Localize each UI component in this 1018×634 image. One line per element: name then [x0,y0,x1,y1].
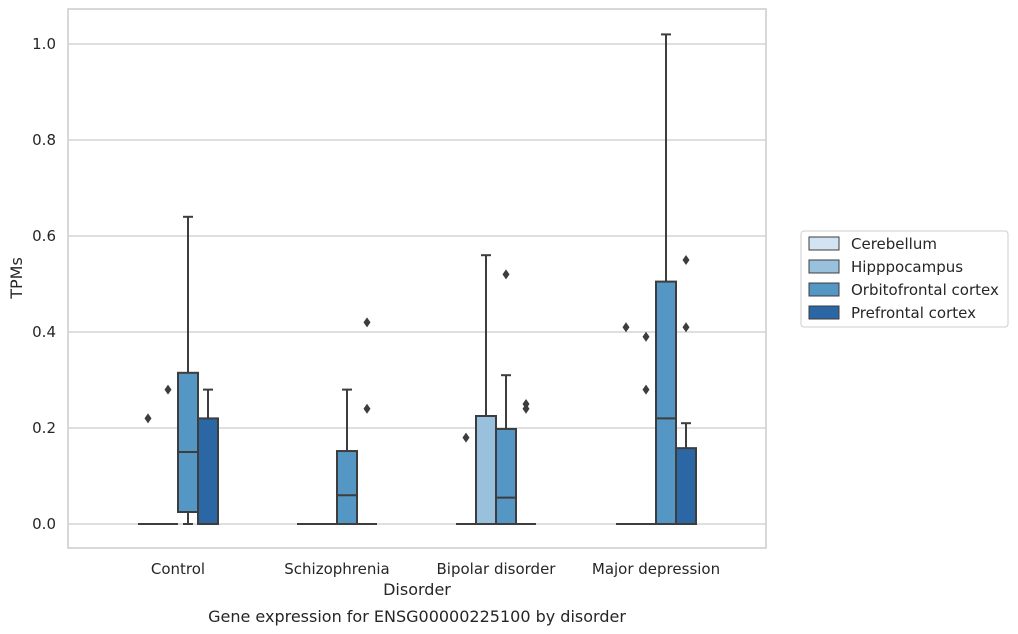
outlier-point [462,432,470,443]
legend-label: Orbitofrontal cortex [851,281,999,299]
y-tick-label: 0.4 [32,323,56,341]
box-body [655,280,677,525]
y-tick-label: 0.2 [32,419,56,437]
legend: Cerebellum Hipppocampus Orbitofrontal cort… [800,230,1009,328]
x-tick-label: Major depression [592,560,720,578]
box-orbitofrontal-cortex [336,388,358,526]
box-orbitofrontal-cortex [177,215,199,525]
box-hipppocampus [158,384,178,525]
outlier-point [363,403,371,414]
y-tick-label: 0.8 [32,131,56,149]
x-tick-label: Schizophrenia [284,560,389,578]
outlier-point [502,269,510,280]
legend-label: Hipppocampus [851,258,963,276]
outlier-point [144,413,152,424]
y-tick-label: 0.6 [32,227,56,245]
x-tick-labels: Control Schizophrenia Bipolar disorder Majo… [151,560,720,578]
x-tick-label: Bipolar disorder [437,560,557,578]
legend-swatch [808,259,840,274]
box-hipppocampus [636,331,656,525]
box-body [675,447,697,525]
chart-title: Gene expression for ENSG00000225100 by d… [208,607,626,626]
outlier-point [522,403,530,414]
box-body [475,415,497,525]
y-tick-labels: 0.0 0.2 0.4 0.6 0.8 1.0 [32,35,56,533]
box-body [197,417,219,525]
plot-frame [67,8,767,549]
box-prefrontal-cortex [516,399,536,525]
box-orbitofrontal-cortex [655,33,677,525]
box-prefrontal-cortex [675,255,697,525]
box-body [336,450,358,526]
legend-label: Prefrontal cortex [851,304,976,322]
outlier-point [622,322,630,333]
box-body [495,427,517,525]
legend-frame [800,230,1009,328]
y-tick-label: 0.0 [32,515,56,533]
y-tick-label: 1.0 [32,35,56,53]
legend-swatch [808,305,840,320]
box-cerebellum [138,413,158,525]
box-orbitofrontal-cortex [495,269,517,525]
legend-swatch [808,236,840,251]
x-tick-label: Control [151,560,205,578]
box-cerebellum [616,322,636,525]
box-layer [138,33,697,526]
x-axis-label: Disorder [383,580,451,599]
box-prefrontal-cortex [197,388,219,525]
box-body [177,371,199,513]
legend-swatch [808,282,840,297]
y-axis-label: TPMs [7,257,26,300]
outlier-point [164,384,172,395]
legend-label: Cerebellum [851,235,937,253]
outlier-point [682,255,690,265]
outlier-point [642,331,650,342]
outlier-point [682,322,690,333]
outlier-point [642,384,650,395]
outlier-point [363,317,371,328]
box-prefrontal-cortex [357,317,377,525]
box-cerebellum [456,432,476,525]
box-hipppocampus [475,254,497,525]
